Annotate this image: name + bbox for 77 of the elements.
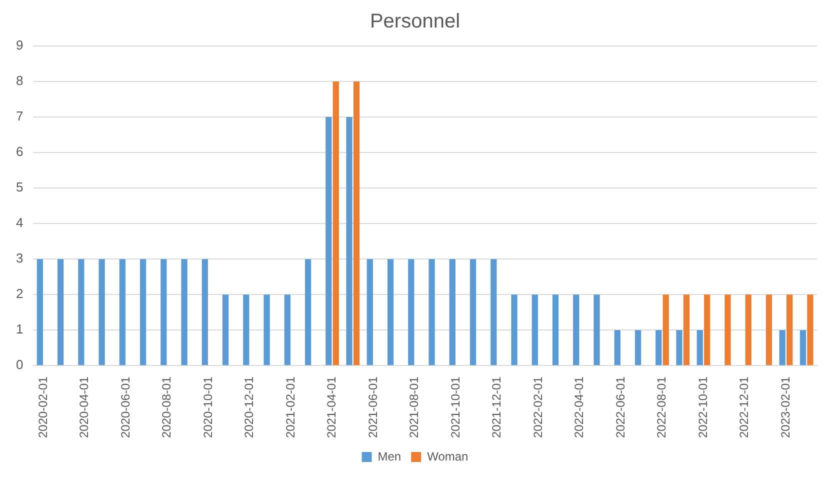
bar bbox=[346, 117, 352, 366]
x-tick-label: 2021-12-01 bbox=[490, 376, 504, 438]
bar bbox=[353, 82, 360, 366]
bar bbox=[98, 259, 105, 366]
bar bbox=[676, 330, 682, 366]
y-tick-label: 2 bbox=[16, 286, 24, 302]
y-tick-label: 0 bbox=[16, 357, 24, 372]
y-tick-label: 8 bbox=[16, 73, 24, 88]
bar bbox=[304, 259, 312, 366]
bar bbox=[704, 294, 710, 366]
bar bbox=[366, 259, 373, 366]
bar bbox=[78, 259, 84, 366]
bar bbox=[243, 294, 250, 366]
x-tick-label: 2022-08-01 bbox=[654, 376, 669, 438]
bar bbox=[470, 259, 476, 366]
bar bbox=[408, 259, 414, 366]
x-tick-label: 2020-02-01 bbox=[36, 376, 50, 438]
y-tick-label: 4 bbox=[16, 215, 24, 230]
bar bbox=[807, 294, 814, 366]
x-tick-label: 2022-02-01 bbox=[530, 376, 545, 438]
x-tick-label: 2020-06-01 bbox=[118, 376, 132, 438]
bar bbox=[573, 294, 580, 366]
x-tick-label: 2022-12-01 bbox=[737, 376, 752, 438]
bar bbox=[634, 330, 642, 366]
bar bbox=[724, 294, 731, 366]
y-tick-label: 1 bbox=[16, 322, 24, 337]
bar bbox=[119, 259, 126, 366]
bar bbox=[326, 117, 332, 366]
bar bbox=[766, 294, 772, 366]
bar bbox=[779, 330, 786, 366]
bar bbox=[428, 259, 435, 366]
x-tick-label: 2020-12-01 bbox=[242, 376, 256, 438]
chart-title: Personnel bbox=[370, 10, 460, 33]
x-tick-label: 2020-10-01 bbox=[200, 376, 215, 438]
y-tick-label: 6 bbox=[16, 144, 24, 160]
y-tick-label: 7 bbox=[16, 108, 24, 124]
bar bbox=[264, 294, 270, 366]
bar bbox=[511, 294, 518, 366]
y-tick-label: 9 bbox=[16, 38, 24, 53]
bar bbox=[594, 294, 600, 366]
bar bbox=[284, 294, 290, 366]
bar bbox=[181, 259, 188, 366]
x-tick-label: 2022-10-01 bbox=[696, 376, 710, 438]
x-tick-label: 2022-04-01 bbox=[572, 376, 586, 438]
bar bbox=[786, 294, 793, 366]
bar bbox=[745, 294, 752, 366]
bar bbox=[662, 294, 669, 366]
bar bbox=[614, 330, 620, 366]
bar bbox=[140, 259, 146, 366]
bar bbox=[202, 259, 208, 366]
x-tick-label: 2021-06-01 bbox=[366, 376, 380, 438]
y-tick-label: 3 bbox=[16, 250, 24, 266]
x-tick-label: 2021-02-01 bbox=[283, 376, 298, 438]
x-tick-label: 2021-08-01 bbox=[407, 376, 422, 438]
x-tick-label: 2020-04-01 bbox=[77, 376, 92, 438]
y-tick-label: 5 bbox=[16, 180, 24, 195]
bar bbox=[222, 294, 229, 366]
bar bbox=[656, 330, 662, 366]
bar bbox=[332, 82, 339, 366]
bar bbox=[532, 294, 538, 366]
legend-label: Men bbox=[378, 449, 402, 464]
x-tick-label: 2023-02-01 bbox=[778, 376, 792, 438]
bar bbox=[160, 259, 167, 366]
legend-label: Woman bbox=[427, 449, 468, 464]
x-tick-label: 2021-04-01 bbox=[324, 376, 339, 438]
bar bbox=[449, 259, 456, 366]
bar bbox=[696, 330, 703, 366]
x-tick-label: 2021-10-01 bbox=[448, 376, 462, 438]
bar bbox=[552, 294, 559, 366]
bar bbox=[387, 259, 394, 366]
bar bbox=[800, 330, 806, 366]
bar bbox=[57, 259, 64, 366]
x-tick-label: 2022-06-01 bbox=[613, 376, 628, 438]
x-tick-label: 2020-08-01 bbox=[160, 376, 174, 438]
bar bbox=[683, 294, 690, 366]
bar bbox=[490, 259, 497, 366]
bar bbox=[36, 259, 43, 366]
